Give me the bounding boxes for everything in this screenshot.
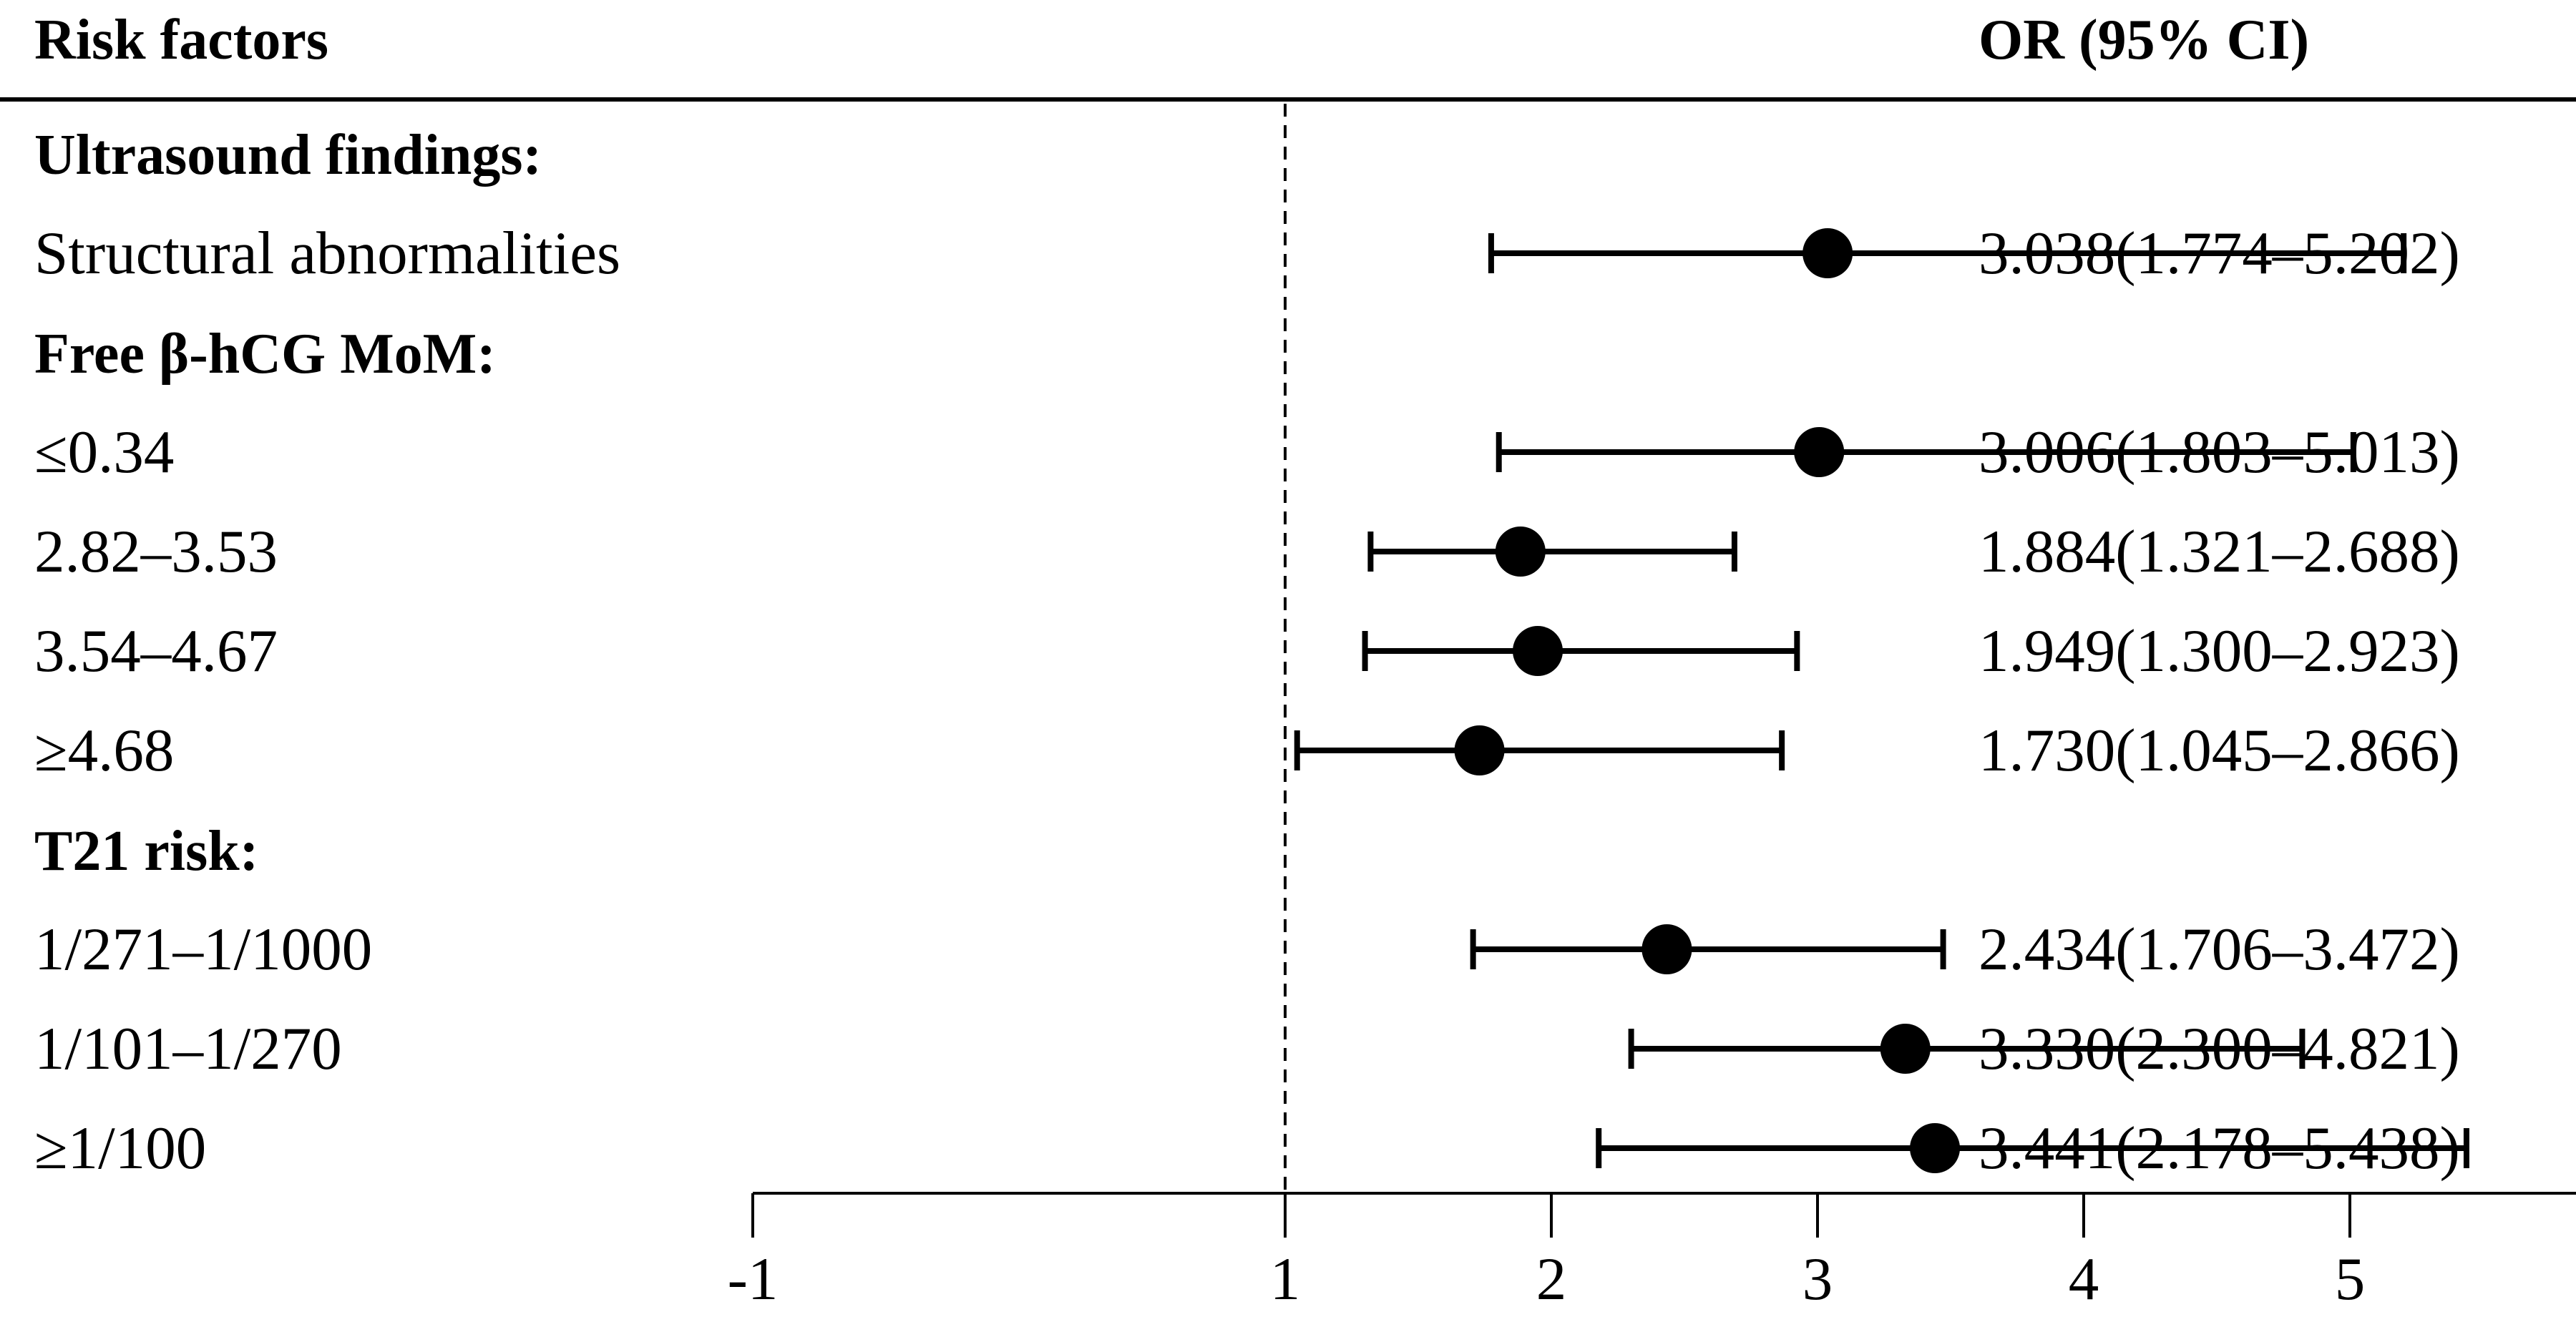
or-point xyxy=(1641,924,1692,974)
table-row: ≤0.34 3.006(1.803–5.013) xyxy=(34,418,2460,486)
or-ci-value: 3.330(2.300–4.821) xyxy=(1979,1015,2460,1082)
or-ci-value: 3.038(1.774–5.202) xyxy=(1979,220,2460,287)
row-label: Structural abnormalities xyxy=(34,220,620,287)
x-tick-label: 4 xyxy=(2069,1245,2099,1313)
row-label: 3.54–4.67 xyxy=(34,617,278,685)
table-row: 3.54–4.67 1.949(1.300–2.923) xyxy=(34,617,2460,685)
table-row: 1/271–1/1000 2.434(1.706–3.472) xyxy=(34,916,2460,983)
or-point xyxy=(1495,527,1546,577)
header-risk-factors: Risk factors xyxy=(34,9,328,72)
or-ci-value: 2.434(1.706–3.472) xyxy=(1979,916,2460,983)
group-row: Ultrasound findings: xyxy=(34,124,542,187)
table-row: ≥1/100 3.441(2.178–5.438) xyxy=(34,1115,2469,1182)
or-ci-value: 1.949(1.300–2.923) xyxy=(1979,617,2460,685)
group-label: Ultrasound findings: xyxy=(34,124,542,187)
group-row: T21 risk: xyxy=(34,820,258,883)
group-label: Free β-hCG MoM: xyxy=(34,323,496,386)
header-or-ci: OR (95% CI) xyxy=(1979,9,2309,72)
or-point xyxy=(1910,1123,1961,1173)
x-tick-label: 1 xyxy=(1270,1245,1301,1313)
row-label: 2.82–3.53 xyxy=(34,518,278,585)
table-row: Structural abnormalities 3.038(1.774–5.20… xyxy=(34,220,2460,287)
or-point xyxy=(1454,725,1505,775)
row-label: 1/271–1/1000 xyxy=(34,916,372,983)
or-point xyxy=(1794,427,1845,477)
x-tick-label: 3 xyxy=(1802,1245,1833,1313)
or-point xyxy=(1802,228,1853,278)
x-tick-label: -1 xyxy=(728,1245,779,1313)
row-label: 1/101–1/270 xyxy=(34,1015,342,1082)
or-ci-value: 3.006(1.803–5.013) xyxy=(1979,418,2460,486)
group-row: Free β-hCG MoM: xyxy=(34,323,496,386)
table-row: 2.82–3.53 1.884(1.321–2.688) xyxy=(34,518,2460,585)
x-tick-label: 2 xyxy=(1536,1245,1567,1313)
row-label: ≤0.34 xyxy=(34,418,174,486)
table-row: ≥4.68 1.730(1.045–2.866) xyxy=(34,717,2460,784)
or-ci-value: 3.441(2.178–5.438) xyxy=(1979,1115,2460,1182)
row-label: ≥4.68 xyxy=(34,717,174,784)
or-point xyxy=(1880,1024,1931,1074)
table-row: 1/101–1/270 3.330(2.300–4.821) xyxy=(34,1015,2460,1082)
group-label: T21 risk: xyxy=(34,820,258,883)
or-ci-value: 1.884(1.321–2.688) xyxy=(1979,518,2460,585)
or-ci-value: 1.730(1.045–2.866) xyxy=(1979,717,2460,784)
row-label: ≥1/100 xyxy=(34,1115,206,1182)
x-tick-label: 5 xyxy=(2335,1245,2366,1313)
or-point xyxy=(1513,626,1563,676)
